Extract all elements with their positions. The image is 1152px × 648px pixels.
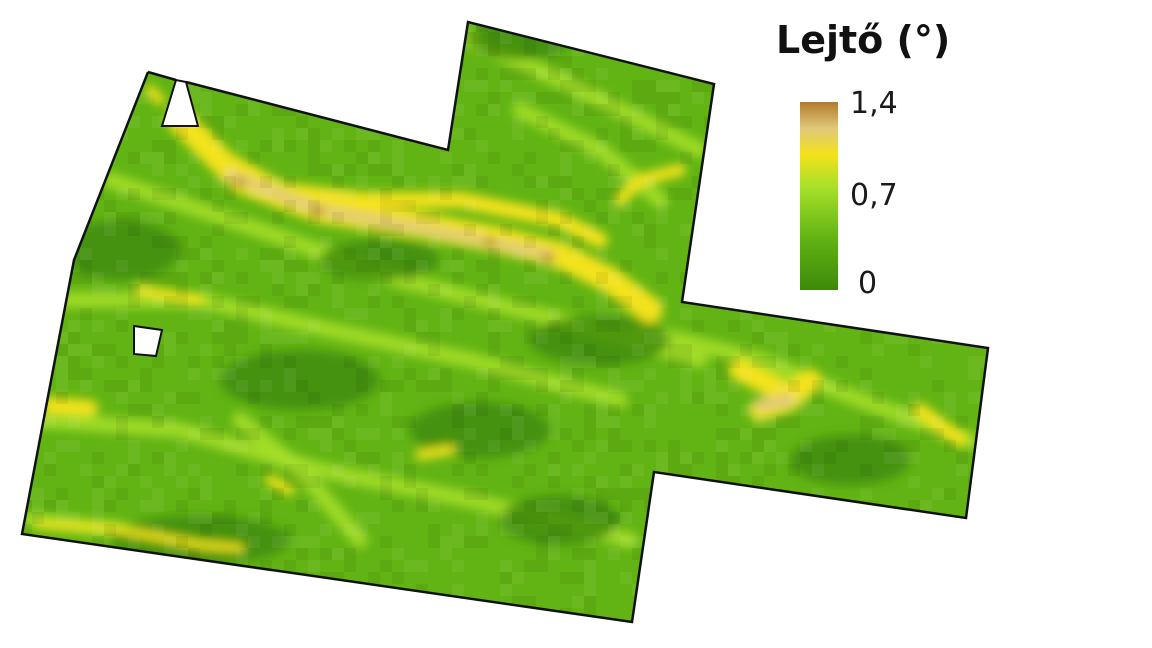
- slope-features: [22, 22, 978, 565]
- low-slope-patch: [790, 435, 910, 485]
- low-slope-patch: [320, 240, 440, 280]
- low-slope-patch: [220, 350, 380, 410]
- steep-slope-band: [202, 142, 608, 248]
- steep-slope-band: [265, 475, 295, 495]
- steep-slope-band: [135, 285, 205, 305]
- steep-slope-band: [614, 164, 686, 206]
- max-slope-spot: [543, 253, 553, 263]
- steep-slope-band: [145, 85, 165, 105]
- steep-slope-band: [42, 397, 98, 416]
- moderate-slope-band: [52, 292, 628, 408]
- legend-color-ramp: [800, 102, 838, 290]
- max-slope-spot: [485, 237, 495, 247]
- moderate-slope-band: [462, 32, 708, 158]
- low-slope-patch: [530, 315, 670, 365]
- max-slope-spot: [313, 206, 323, 216]
- steep-slope-band: [36, 521, 244, 552]
- low-slope-patch: [500, 495, 620, 545]
- moderate-slope-bands: [22, 22, 978, 565]
- low-slope-patch: [410, 402, 550, 458]
- steep-slope-band: [415, 445, 455, 460]
- legend-mid-label: 0,7: [850, 178, 898, 213]
- legend-title: Lejtő (°): [776, 18, 951, 62]
- field-boundary: [20, 20, 990, 624]
- low-slope-patch: [60, 220, 180, 280]
- steep-slope-ridge: [36, 85, 967, 552]
- moderate-slope-band: [232, 412, 368, 548]
- steep-slope-band: [913, 403, 967, 447]
- field-hole-west: [133, 324, 164, 358]
- legend-max-label: 1,4: [850, 86, 898, 121]
- max-slope-spot: [235, 178, 245, 188]
- field-hole-north: [160, 78, 200, 127]
- legend-min-label: 0: [858, 266, 878, 301]
- steep-slope-band: [754, 394, 796, 411]
